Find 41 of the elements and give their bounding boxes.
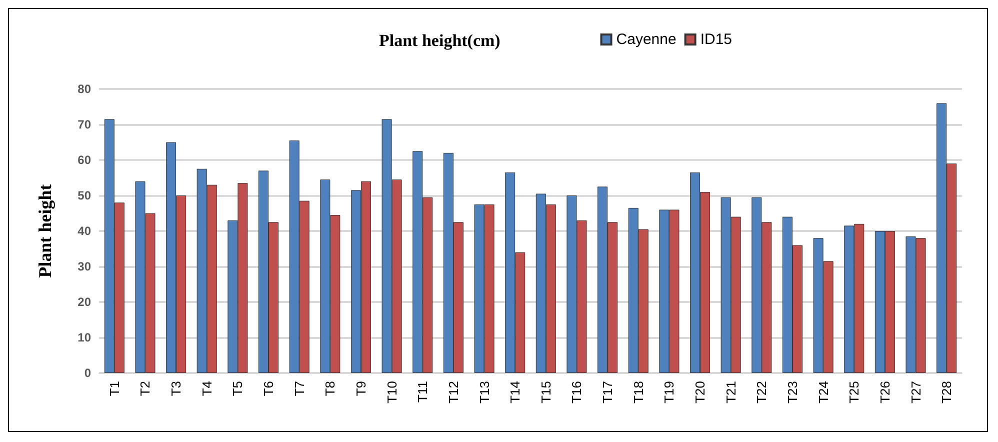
y-tick-label: 20 [78,295,92,309]
legend-label: ID15 [700,31,732,48]
x-tick-label: T10 [384,381,400,404]
x-tick-label: T4 [199,381,214,396]
y-tick-label: 80 [78,82,92,96]
x-tick-label: T17 [600,381,616,404]
x-tick-label: T13 [476,381,492,404]
y-tick-label: 10 [78,330,92,344]
x-tick-label: T7 [292,381,307,396]
x-tick-label: T2 [138,381,153,396]
x-tick-label: T8 [322,381,338,396]
x-tick-label: T26 [877,381,892,404]
y-tick-label: 50 [78,188,92,202]
y-tick-label: 30 [78,260,92,274]
x-tick-label: T21 [723,381,738,404]
y-axis-title: Plant height [35,184,55,278]
x-tick-label: T3 [168,381,184,396]
chart-title: Plant height(cm) [379,31,500,50]
x-tick-label: T5 [230,381,246,396]
x-tick-label: T11 [415,381,430,402]
x-tick-label: T23 [784,381,800,404]
x-tick-label: T19 [662,381,677,404]
y-tick-label: 0 [84,366,92,380]
x-tick-label: T25 [846,381,862,404]
x-tick-label: T27 [908,381,924,404]
x-tick-label: T9 [353,381,368,396]
x-tick-label: T24 [816,381,831,404]
x-tick-label: T6 [261,381,276,396]
y-tick-label: 60 [78,153,92,167]
x-tick-label: T1 [106,381,122,396]
x-tick-label: T22 [754,381,770,404]
x-tick-label: T14 [508,381,523,404]
x-tick-label: T20 [692,381,708,404]
x-tick-label: T16 [569,381,584,404]
legend-label: Cayenne [616,31,676,48]
x-tick-label: T15 [538,381,554,404]
y-tick-label: 40 [78,224,92,238]
x-tick-label: T12 [446,381,461,404]
x-tick-label: T28 [939,381,954,404]
y-tick-label: 70 [78,118,92,132]
x-tick-label: T18 [630,381,646,404]
